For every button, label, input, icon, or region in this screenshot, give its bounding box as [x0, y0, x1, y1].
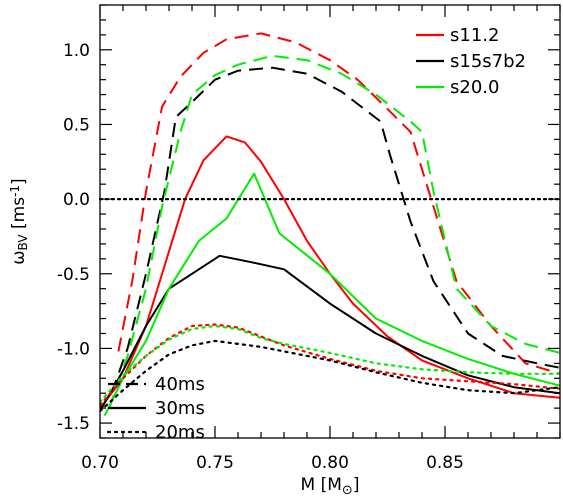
ticks-layer [99, 4, 561, 439]
y-tick-label: -0.5 [57, 265, 90, 285]
x-axis-label: M [M⊙] [301, 475, 360, 498]
x-tick-label: 0.85 [426, 453, 464, 473]
curves-layer [100, 32, 560, 417]
x-tick-label: 0.70 [81, 453, 119, 473]
series-line-s11.2-20ms [100, 323, 560, 407]
model-legend: s11.2 s15s7b2 s20.0 [416, 25, 526, 98]
x-tick-label: 0.80 [311, 453, 349, 473]
y-tick-label: 0.5 [63, 115, 90, 135]
time-legend: 40ms 30ms 20ms [106, 374, 205, 443]
model-legend-label-s11.2: s11.2 [450, 25, 499, 46]
time-legend-label-30ms: 30ms [155, 398, 205, 419]
y-tick-label: 1.0 [63, 41, 90, 61]
y-axis-label-superscript: -1 [8, 185, 22, 197]
series-line-s11.2-30ms [100, 135, 560, 409]
tick-labels-layer: 0.70 0.75 0.80 0.85 -1.5 -1.0 -0.5 0.0 0.5 1.0 [57, 41, 464, 473]
y-tick-label: 0.0 [63, 190, 90, 210]
y-tick-label: -1.5 [57, 414, 90, 434]
x-tick-label: 0.75 [196, 453, 234, 473]
series-line-s15s7b2-30ms [100, 254, 560, 412]
y-axis-label-subscript: BV [16, 234, 30, 251]
series-line-s20.0-20ms [100, 324, 560, 404]
time-legend-label-40ms: 40ms [155, 374, 205, 395]
y-axis-label: ωBV [ms-1] [8, 178, 30, 264]
series-line-s11.2-40ms [117, 32, 560, 375]
model-legend-label-s15s7b2: s15s7b2 [450, 51, 526, 72]
time-legend-label-20ms: 20ms [155, 422, 205, 443]
y-tick-label: -1.0 [57, 339, 90, 359]
series-line-s20.0-40ms [108, 54, 560, 409]
x-axis-label-sun-symbol: ⊙ [342, 483, 353, 498]
plot-frame [99, 4, 561, 439]
series-line-s20.0-30ms [103, 172, 560, 417]
model-legend-label-s20.0: s20.0 [450, 77, 499, 98]
series-line-s15s7b2-40ms [110, 66, 560, 394]
